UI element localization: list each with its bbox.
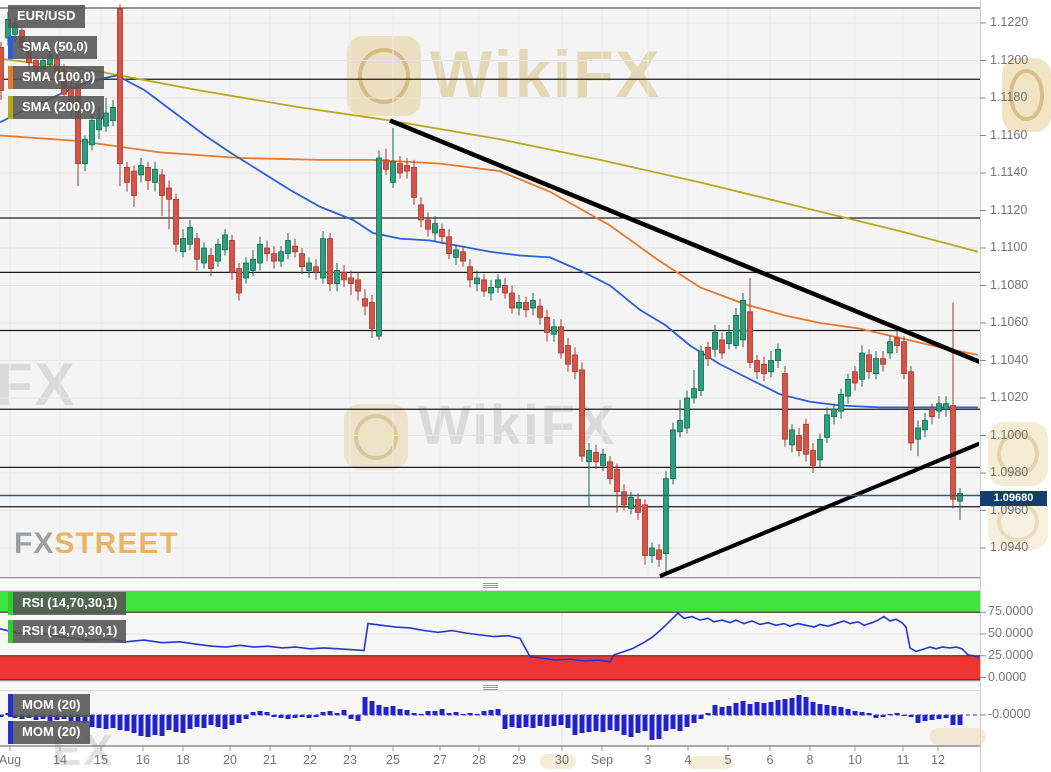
legend-color-bar	[8, 36, 13, 59]
price-axis-label: 1.1020	[990, 390, 1029, 404]
price-axis-label: 1.1120	[990, 202, 1028, 217]
legend-color-bar	[8, 96, 13, 119]
legend-label: EUR/USD	[8, 5, 85, 28]
momentum-indicator-label: MOM (20)	[13, 694, 90, 717]
trendline-lower[interactable]	[659, 441, 981, 578]
date-axis-label: 8	[806, 753, 814, 767]
date-axis-label: 16	[136, 753, 150, 767]
rsi-axis-label: 0.0000	[988, 669, 1027, 684]
current-price-badge: 1.09680	[980, 491, 1047, 506]
legend-chip[interactable]: SMA (50,0)	[8, 36, 97, 59]
date-axis-label: 23	[343, 753, 357, 767]
date-axis-label: 21	[263, 753, 277, 767]
price-axis-label: 1.0980	[990, 465, 1029, 479]
legend-chip[interactable]: EUR/USD	[8, 5, 85, 28]
date-axis-label: 14	[53, 753, 67, 767]
date-axis-label: 29	[512, 753, 526, 767]
sma-50-line[interactable]	[0, 74, 978, 409]
date-axis-label: 22	[303, 753, 317, 767]
rsi-indicator-label: RSI (14,70,30,1)	[13, 592, 127, 615]
date-axis-label: 27	[433, 753, 447, 767]
date-axis-label: 15	[94, 753, 108, 767]
panel-resize-handle[interactable]	[483, 684, 498, 691]
date-axis-label: 6	[766, 753, 774, 767]
panel-divider[interactable]	[0, 578, 980, 591]
price-axis-label: 1.1060	[990, 315, 1029, 329]
date-axis-label: 25	[386, 753, 400, 767]
fxstreet-logo-fx: FX	[14, 527, 55, 560]
price-axis-label: 1.1200	[990, 52, 1029, 67]
support-resistance-levels[interactable]	[0, 78, 980, 508]
price-axis-label: 1.1000	[990, 427, 1029, 442]
legend-chip[interactable]: SMA (200,0)	[8, 96, 105, 119]
rsi-axis-label: 25.0000	[988, 647, 1034, 662]
rsi-indicator-color-bar	[8, 620, 13, 643]
fxstreet-logo: FXSTREET	[14, 527, 179, 561]
momentum-indicator-chip[interactable]: MOM (20)	[8, 694, 90, 717]
price-axis-label: 1.1040	[990, 352, 1029, 367]
main-gridlines	[0, 8, 980, 746]
rsi-indicator-chip[interactable]: RSI (14,70,30,1)	[8, 620, 127, 643]
rsi-panel[interactable]	[0, 589, 980, 681]
date-axis-label: 5	[724, 753, 732, 767]
momentum-indicator-label: MOM (20)	[13, 721, 90, 744]
legend-label: SMA (200,0)	[13, 96, 105, 119]
date-axis-label: 10	[848, 753, 862, 767]
price-axis-label: 1.1140	[990, 165, 1028, 179]
panel-resize-handle[interactable]	[483, 582, 498, 589]
legend-color-bar	[8, 66, 13, 89]
price-axis-label: 1.1220	[990, 15, 1029, 29]
fxstreet-logo-street: STREET	[54, 527, 179, 560]
rsi-indicator-chip[interactable]: RSI (14,70,30,1)	[8, 592, 127, 615]
rsi-axis-label: 75.0000	[988, 604, 1034, 619]
date-axis-label: 3	[644, 753, 652, 767]
date-axis-label: 12	[931, 753, 945, 767]
date-axis-label: Aug	[0, 753, 22, 767]
date-axis-label: 28	[472, 753, 486, 767]
rsi-axis-label: 50.0000	[988, 626, 1034, 640]
price-axis-label: 1.1160	[990, 127, 1028, 142]
date-axis-label: 11	[896, 753, 910, 767]
price-axis-label: 1.0960	[990, 502, 1029, 517]
price-axis-label: 1.1100	[990, 240, 1028, 254]
sma-200-line[interactable]	[0, 57, 979, 253]
rsi-indicator-label: RSI (14,70,30,1)	[13, 620, 127, 643]
price-axis-label: 1.1180	[990, 90, 1028, 104]
trendline-upper[interactable]	[389, 118, 981, 364]
price-axis-label: 1.1080	[990, 277, 1029, 292]
panel-divider[interactable]	[0, 681, 980, 691]
legend-label: SMA (100,0)	[13, 66, 105, 89]
date-axis-label: 20	[223, 753, 237, 767]
axis-ticks	[9, 22, 986, 751]
momentum-axis-label: -0.0000	[988, 707, 1031, 721]
rsi-indicator-color-bar	[8, 592, 13, 615]
rsi-line	[0, 612, 980, 663]
date-axis-label: Sep	[590, 753, 614, 767]
date-axis-label: 18	[176, 753, 190, 767]
momentum-indicator-color-bar	[8, 721, 13, 744]
legend-label: SMA (50,0)	[13, 36, 97, 59]
legend-chip[interactable]: SMA (100,0)	[8, 66, 105, 89]
date-axis-label: 4	[684, 753, 692, 767]
candlesticks[interactable]	[0, 4, 963, 575]
momentum-indicator-chip[interactable]: MOM (20)	[8, 721, 90, 744]
momentum-histogram	[0, 689, 980, 747]
date-axis-label: 30	[555, 753, 569, 767]
price-axis-label: 1.0940	[990, 540, 1029, 554]
momentum-indicator-color-bar	[8, 694, 13, 717]
